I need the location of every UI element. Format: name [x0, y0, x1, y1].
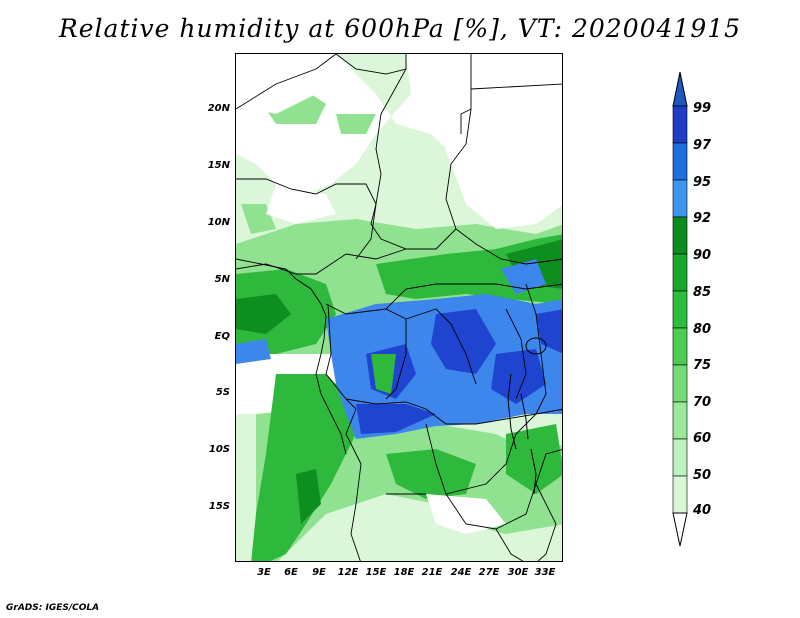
colorbar-bin-50: [672, 475, 688, 514]
lat-label-15n: 15N: [207, 160, 230, 171]
country-borders: [236, 54, 562, 561]
colorbar-top-arrow: [672, 71, 688, 107]
lat-label-10s: 10S: [208, 444, 230, 455]
coastline: [236, 258, 347, 455]
great-lakes: [507, 337, 547, 495]
lon-label-12e: 12E: [337, 567, 359, 578]
lat-label-20n: 20N: [207, 103, 230, 114]
lon-label-3e: 3E: [257, 567, 271, 578]
colorbar-label-40: 40: [693, 503, 712, 518]
lat-label-5n: 5N: [214, 274, 230, 285]
humidity-interior-green: [371, 354, 396, 394]
colorbar-label-97: 97: [693, 138, 712, 153]
lon-label-24e: 24E: [450, 567, 472, 578]
colorbar-label-95: 95: [693, 175, 712, 190]
colorbar-label-85: 85: [693, 285, 712, 300]
colorbar-bin-80: [672, 327, 688, 366]
lon-label-9e: 9E: [312, 567, 326, 578]
humidity-dry-areas: [236, 54, 562, 534]
humidity-blue-areas: [236, 259, 562, 439]
colorbar-label-80: 80: [693, 322, 712, 337]
lon-label-33e: 33E: [534, 567, 556, 578]
colorbar-bin-97: [672, 142, 688, 181]
lon-label-15e: 15E: [365, 567, 387, 578]
map-title: Relative humidity at 600hPa [%], VT: 202…: [58, 14, 742, 43]
grads-credit: GrADS: IGES/COLA: [6, 603, 100, 613]
colorbar-bin-60: [672, 438, 688, 477]
colorbar-bin-85: [672, 290, 688, 329]
colorbar: [672, 71, 688, 547]
colorbar-label-70: 70: [693, 395, 712, 410]
colorbar-bin-99: [672, 105, 688, 144]
lat-label-5s: 5S: [215, 387, 230, 398]
colorbar-bin-70: [672, 401, 688, 440]
colorbar-label-75: 75: [693, 358, 712, 373]
lon-label-21e: 21E: [421, 567, 443, 578]
lon-label-30e: 30E: [507, 567, 529, 578]
colorbar-label-99: 99: [693, 101, 712, 116]
lon-label-18e: 18E: [393, 567, 415, 578]
colorbar-bin-92: [672, 216, 688, 255]
colorbar-bottom-arrow: [672, 512, 688, 547]
humidity-field: [236, 54, 562, 561]
colorbar-label-90: 90: [693, 248, 712, 263]
lat-label-10n: 10N: [207, 217, 230, 228]
colorbar-bin-75: [672, 364, 688, 403]
lat-label-eq: EQ: [214, 331, 230, 342]
colorbar-label-50: 50: [693, 468, 712, 483]
colorbar-label-92: 92: [693, 211, 712, 226]
lat-label-15s: 15S: [208, 501, 230, 512]
humidity-map: [235, 53, 563, 562]
colorbar-label-60: 60: [693, 431, 712, 446]
lon-label-6e: 6E: [284, 567, 298, 578]
colorbar-bin-95: [672, 179, 688, 218]
lon-label-27e: 27E: [478, 567, 500, 578]
colorbar-bin-90: [672, 253, 688, 292]
